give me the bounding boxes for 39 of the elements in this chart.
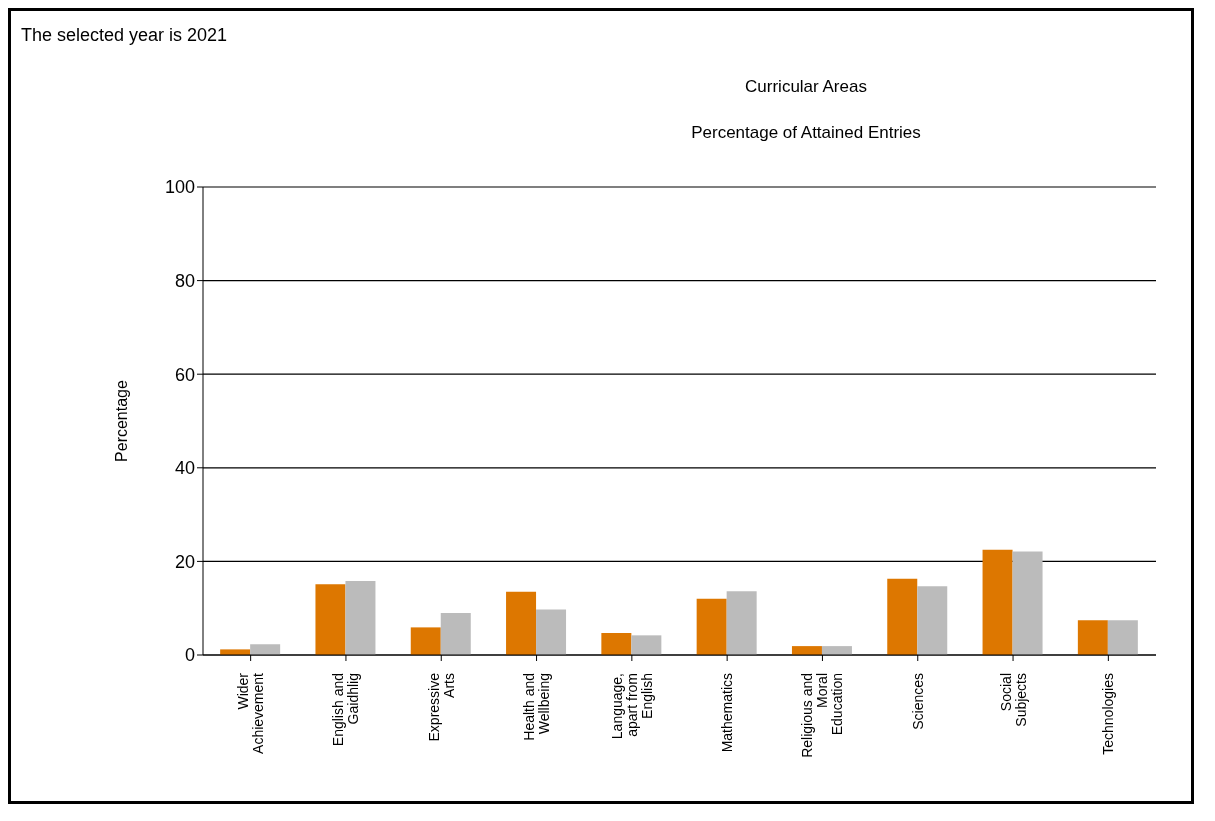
- x-tick-label: Mathematics: [719, 673, 736, 753]
- x-tick-label: Wider Achievement: [235, 672, 267, 754]
- x-tick-label: Sciences: [909, 673, 926, 730]
- bar: [315, 584, 346, 655]
- bar: [821, 646, 852, 655]
- bar: [1077, 620, 1108, 655]
- x-tick-label: Religious and Moral Education: [799, 673, 846, 758]
- bar: [345, 581, 376, 655]
- bar: [410, 627, 441, 655]
- bar: [917, 586, 948, 655]
- x-tick-label: English and Gaidhlig: [330, 673, 362, 747]
- bar: [250, 644, 281, 655]
- x-tick-label: Expressive Arts: [425, 672, 457, 742]
- y-tick-label: 20: [174, 551, 195, 572]
- bar: [440, 612, 471, 655]
- y-tick-label: 0: [184, 645, 195, 666]
- x-tick-label: Health and Wellbeing: [521, 673, 553, 741]
- bar: [536, 609, 567, 655]
- x-tick-label: Social Subjects: [997, 673, 1029, 727]
- bar: [887, 578, 918, 655]
- bar: [631, 635, 662, 655]
- x-tick-label: Language, apart from English: [608, 673, 655, 740]
- bar: [726, 591, 757, 655]
- y-axis-title: Percentage: [112, 379, 130, 462]
- y-tick-label: 60: [174, 364, 195, 385]
- chart-subtitle: Percentage of Attained Entries: [690, 123, 922, 143]
- bar: [1012, 551, 1043, 655]
- bar: [506, 591, 537, 655]
- bar: [601, 633, 632, 655]
- bar: [696, 598, 727, 655]
- bar: [982, 549, 1013, 655]
- text: The selected year is 2021: [21, 25, 228, 46]
- bar: [1107, 620, 1138, 655]
- y-tick-label: 100: [164, 177, 195, 198]
- chart-title: Curricular Areas: [744, 77, 868, 97]
- y-tick-label: 80: [174, 270, 195, 291]
- bar: [791, 646, 822, 655]
- x-tick-label: Technologies: [1100, 673, 1117, 755]
- y-tick-label: 40: [174, 458, 195, 479]
